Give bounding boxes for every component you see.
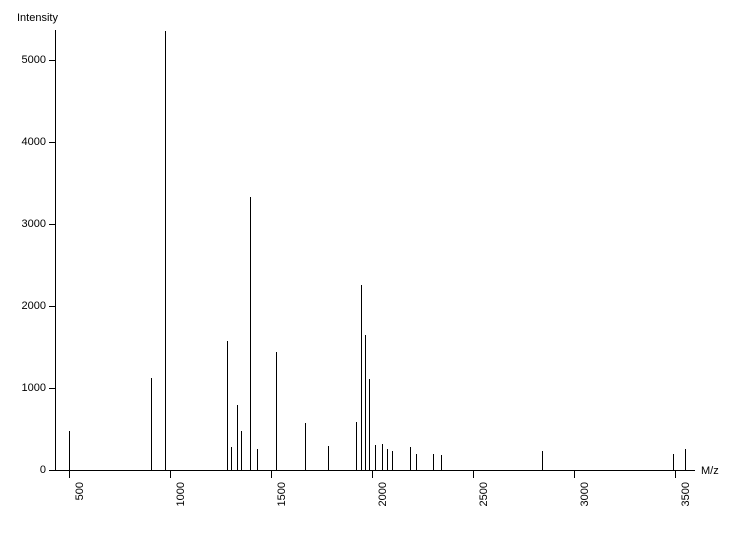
spectrum-peak: [356, 422, 357, 470]
spectrum-peak: [365, 335, 366, 470]
spectrum-peak: [227, 341, 228, 470]
y-tick-label: 0: [40, 464, 46, 476]
mass-spectrum-chart: Intensity M/z 0 1000 2000 3000 4000 5000 500 1…: [0, 0, 750, 540]
y-axis-line: [55, 30, 56, 470]
x-tick-label: 3500: [680, 482, 692, 522]
spectrum-peak: [542, 451, 543, 470]
y-axis-title: Intensity: [17, 12, 58, 24]
x-tick: [372, 470, 373, 478]
spectrum-peak: [328, 446, 329, 470]
spectrum-peak: [369, 379, 370, 470]
x-tick-label: 1000: [175, 482, 187, 522]
x-axis-title: M/z: [701, 465, 719, 477]
spectrum-peak: [305, 423, 306, 470]
spectrum-peak: [276, 352, 277, 470]
y-tick: [49, 60, 55, 61]
spectrum-peak: [361, 285, 362, 470]
x-tick: [675, 470, 676, 478]
spectrum-peak: [241, 431, 242, 470]
y-tick-label: 3000: [22, 218, 46, 230]
spectrum-peak: [165, 31, 166, 470]
y-tick: [49, 142, 55, 143]
spectrum-peak: [410, 447, 411, 470]
spectrum-peak: [387, 449, 388, 470]
y-tick: [49, 388, 55, 389]
x-tick: [170, 470, 171, 478]
spectrum-peak: [441, 455, 442, 470]
x-tick-label: 2000: [377, 482, 389, 522]
spectrum-peak: [416, 454, 417, 470]
spectrum-peak: [673, 454, 674, 470]
y-tick: [49, 470, 55, 471]
spectrum-peak: [257, 449, 258, 470]
spectrum-peak: [250, 197, 251, 470]
x-tick: [574, 470, 575, 478]
spectrum-peak: [685, 449, 686, 470]
x-tick-label: 2500: [478, 482, 490, 522]
spectrum-peak: [151, 378, 152, 470]
spectrum-peak: [433, 454, 434, 470]
spectrum-peak: [69, 431, 70, 470]
spectrum-peak: [375, 445, 376, 470]
y-tick-label: 2000: [22, 300, 46, 312]
x-tick: [69, 470, 70, 478]
spectrum-peak: [382, 444, 383, 470]
y-tick: [49, 224, 55, 225]
y-tick: [49, 306, 55, 307]
y-tick-label: 5000: [22, 54, 46, 66]
x-axis-line: [55, 470, 695, 471]
spectrum-peak: [231, 447, 232, 470]
x-tick-label: 1500: [276, 482, 288, 522]
spectrum-peak: [392, 451, 393, 470]
x-tick-label: 500: [74, 482, 86, 522]
y-tick-label: 1000: [22, 382, 46, 394]
y-tick-label: 4000: [22, 136, 46, 148]
spectrum-peak: [237, 405, 238, 470]
x-tick: [473, 470, 474, 478]
x-tick-label: 3000: [579, 482, 591, 522]
x-tick: [271, 470, 272, 478]
